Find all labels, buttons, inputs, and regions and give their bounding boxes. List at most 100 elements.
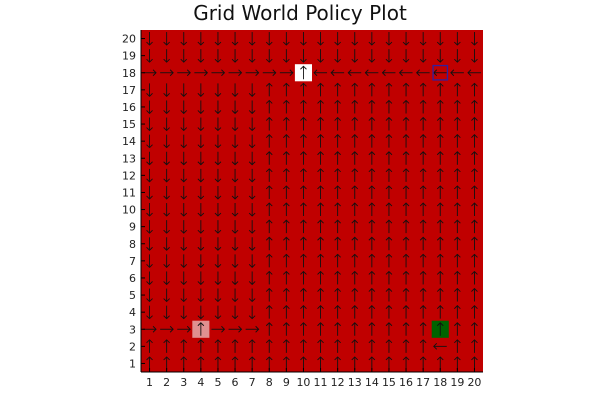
policy-arrow-7-8 (248, 237, 256, 251)
x-tick-label-20: 20 (467, 376, 481, 389)
policy-arrow-11-7 (317, 253, 324, 268)
policy-arrow-8-3 (265, 322, 273, 336)
policy-arrow-13-16 (351, 99, 359, 114)
policy-arrow-4-9 (197, 220, 205, 234)
policy-arrow-10-5 (300, 287, 307, 302)
x-tick-label-18: 18 (433, 376, 447, 389)
y-tick-label-15: 15 (122, 118, 136, 131)
policy-arrow-9-12 (283, 168, 290, 182)
policy-arrow-3-12 (180, 168, 188, 183)
policy-arrow-11-1 (317, 356, 324, 370)
policy-arrow-13-9 (351, 219, 359, 234)
marker-cell-18-18 (432, 64, 449, 81)
policy-arrow-16-20 (402, 32, 410, 46)
policy-arrow-2-14 (163, 134, 170, 149)
policy-arrow-10-19 (300, 49, 307, 63)
policy-arrow-16-11 (402, 185, 410, 199)
policy-arrow-13-15 (351, 116, 359, 131)
policy-arrow-13-10 (351, 202, 359, 217)
x-tick-label-2: 2 (163, 376, 170, 389)
x-tick-label-10: 10 (296, 376, 310, 389)
policy-arrow-10-1 (300, 356, 307, 370)
policy-arrow-1-20 (146, 32, 153, 46)
x-tick-label-3: 3 (180, 376, 187, 389)
policy-arrow-10-17 (300, 82, 307, 97)
policy-arrow-18-1 (436, 356, 444, 370)
policy-arrow-8-18 (262, 69, 277, 77)
policy-arrow-1-12 (146, 168, 153, 183)
policy-arrow-17-18 (416, 69, 430, 77)
policy-arrow-8-8 (265, 236, 273, 251)
policy-arrow-20-8 (471, 236, 478, 251)
policy-arrow-9-5 (283, 287, 290, 302)
policy-arrow-10-15 (300, 116, 307, 131)
policy-arrow-4-16 (197, 100, 205, 115)
policy-arrow-14-7 (368, 253, 376, 268)
policy-arrow-10-16 (300, 99, 307, 114)
policy-arrow-14-16 (368, 99, 376, 114)
policy-arrow-3-2 (180, 339, 188, 353)
policy-arrow-1-7 (146, 254, 153, 268)
policy-arrow-19-10 (454, 202, 461, 217)
policy-arrow-17-4 (419, 305, 427, 319)
policy-arrow-19-9 (454, 219, 461, 234)
policy-arrow-3-18 (177, 69, 191, 77)
policy-arrow-1-3 (143, 325, 157, 333)
policy-arrow-8-10 (265, 202, 273, 217)
policy-arrow-7-15 (248, 117, 256, 132)
policy-arrow-15-20 (385, 32, 393, 46)
policy-arrow-1-14 (146, 134, 153, 149)
policy-arrow-16-3 (402, 322, 410, 336)
y-tick-label-17: 17 (122, 84, 136, 97)
policy-arrow-10-6 (300, 270, 307, 285)
policy-arrow-17-14 (419, 134, 427, 148)
policy-arrow-1-13 (146, 151, 153, 166)
policy-arrow-16-6 (402, 270, 410, 285)
x-tick-label-15: 15 (382, 376, 396, 389)
policy-arrow-17-8 (419, 236, 427, 251)
policy-arrow-5-7 (214, 254, 222, 268)
policy-arrow-6-10 (231, 203, 239, 217)
policy-arrow-7-6 (248, 271, 256, 286)
policy-arrow-11-8 (317, 236, 324, 251)
policy-arrow-2-6 (163, 271, 170, 286)
policy-arrow-3-6 (180, 271, 188, 286)
policy-arrow-2-12 (163, 168, 170, 183)
policy-arrow-5-19 (214, 49, 222, 63)
policy-arrow-2-13 (163, 151, 170, 166)
policy-arrow-13-4 (351, 305, 359, 319)
policy-arrow-9-3 (283, 322, 290, 336)
policy-arrow-6-8 (231, 237, 239, 251)
policy-arrow-6-12 (231, 168, 239, 183)
y-tick-label-16: 16 (122, 101, 136, 114)
policy-arrow-18-19 (436, 49, 444, 63)
policy-arrow-18-17 (436, 82, 444, 97)
policy-arrow-7-10 (248, 203, 256, 217)
policy-arrow-14-11 (368, 185, 376, 199)
policy-arrow-12-9 (334, 219, 341, 234)
policy-arrow-14-2 (368, 339, 376, 353)
policy-arrow-19-15 (454, 116, 461, 131)
policy-arrow-11-16 (317, 99, 324, 114)
policy-arrow-1-8 (146, 237, 153, 251)
policy-arrow-16-10 (402, 202, 410, 217)
x-tick-label-1: 1 (146, 376, 153, 389)
policy-arrow-15-17 (385, 82, 393, 97)
policy-arrow-17-15 (419, 116, 427, 131)
policy-arrow-6-17 (231, 83, 239, 97)
policy-arrow-3-10 (180, 203, 188, 217)
policy-arrow-16-1 (402, 356, 410, 370)
policy-arrow-17-16 (419, 99, 427, 114)
policy-arrow-11-10 (317, 202, 324, 217)
policy-arrow-10-9 (300, 219, 307, 234)
policy-arrow-12-2 (334, 339, 341, 353)
policy-arrow-4-15 (197, 117, 205, 132)
policy-arrow-5-4 (214, 305, 222, 320)
policy-arrow-4-20 (197, 32, 205, 46)
policy-arrow-6-19 (231, 49, 239, 63)
policy-arrow-7-2 (248, 339, 256, 353)
policy-arrow-8-5 (265, 287, 273, 302)
policy-arrow-6-1 (231, 356, 239, 370)
policy-arrow-12-8 (334, 236, 341, 251)
policy-arrow-16-17 (402, 82, 410, 97)
